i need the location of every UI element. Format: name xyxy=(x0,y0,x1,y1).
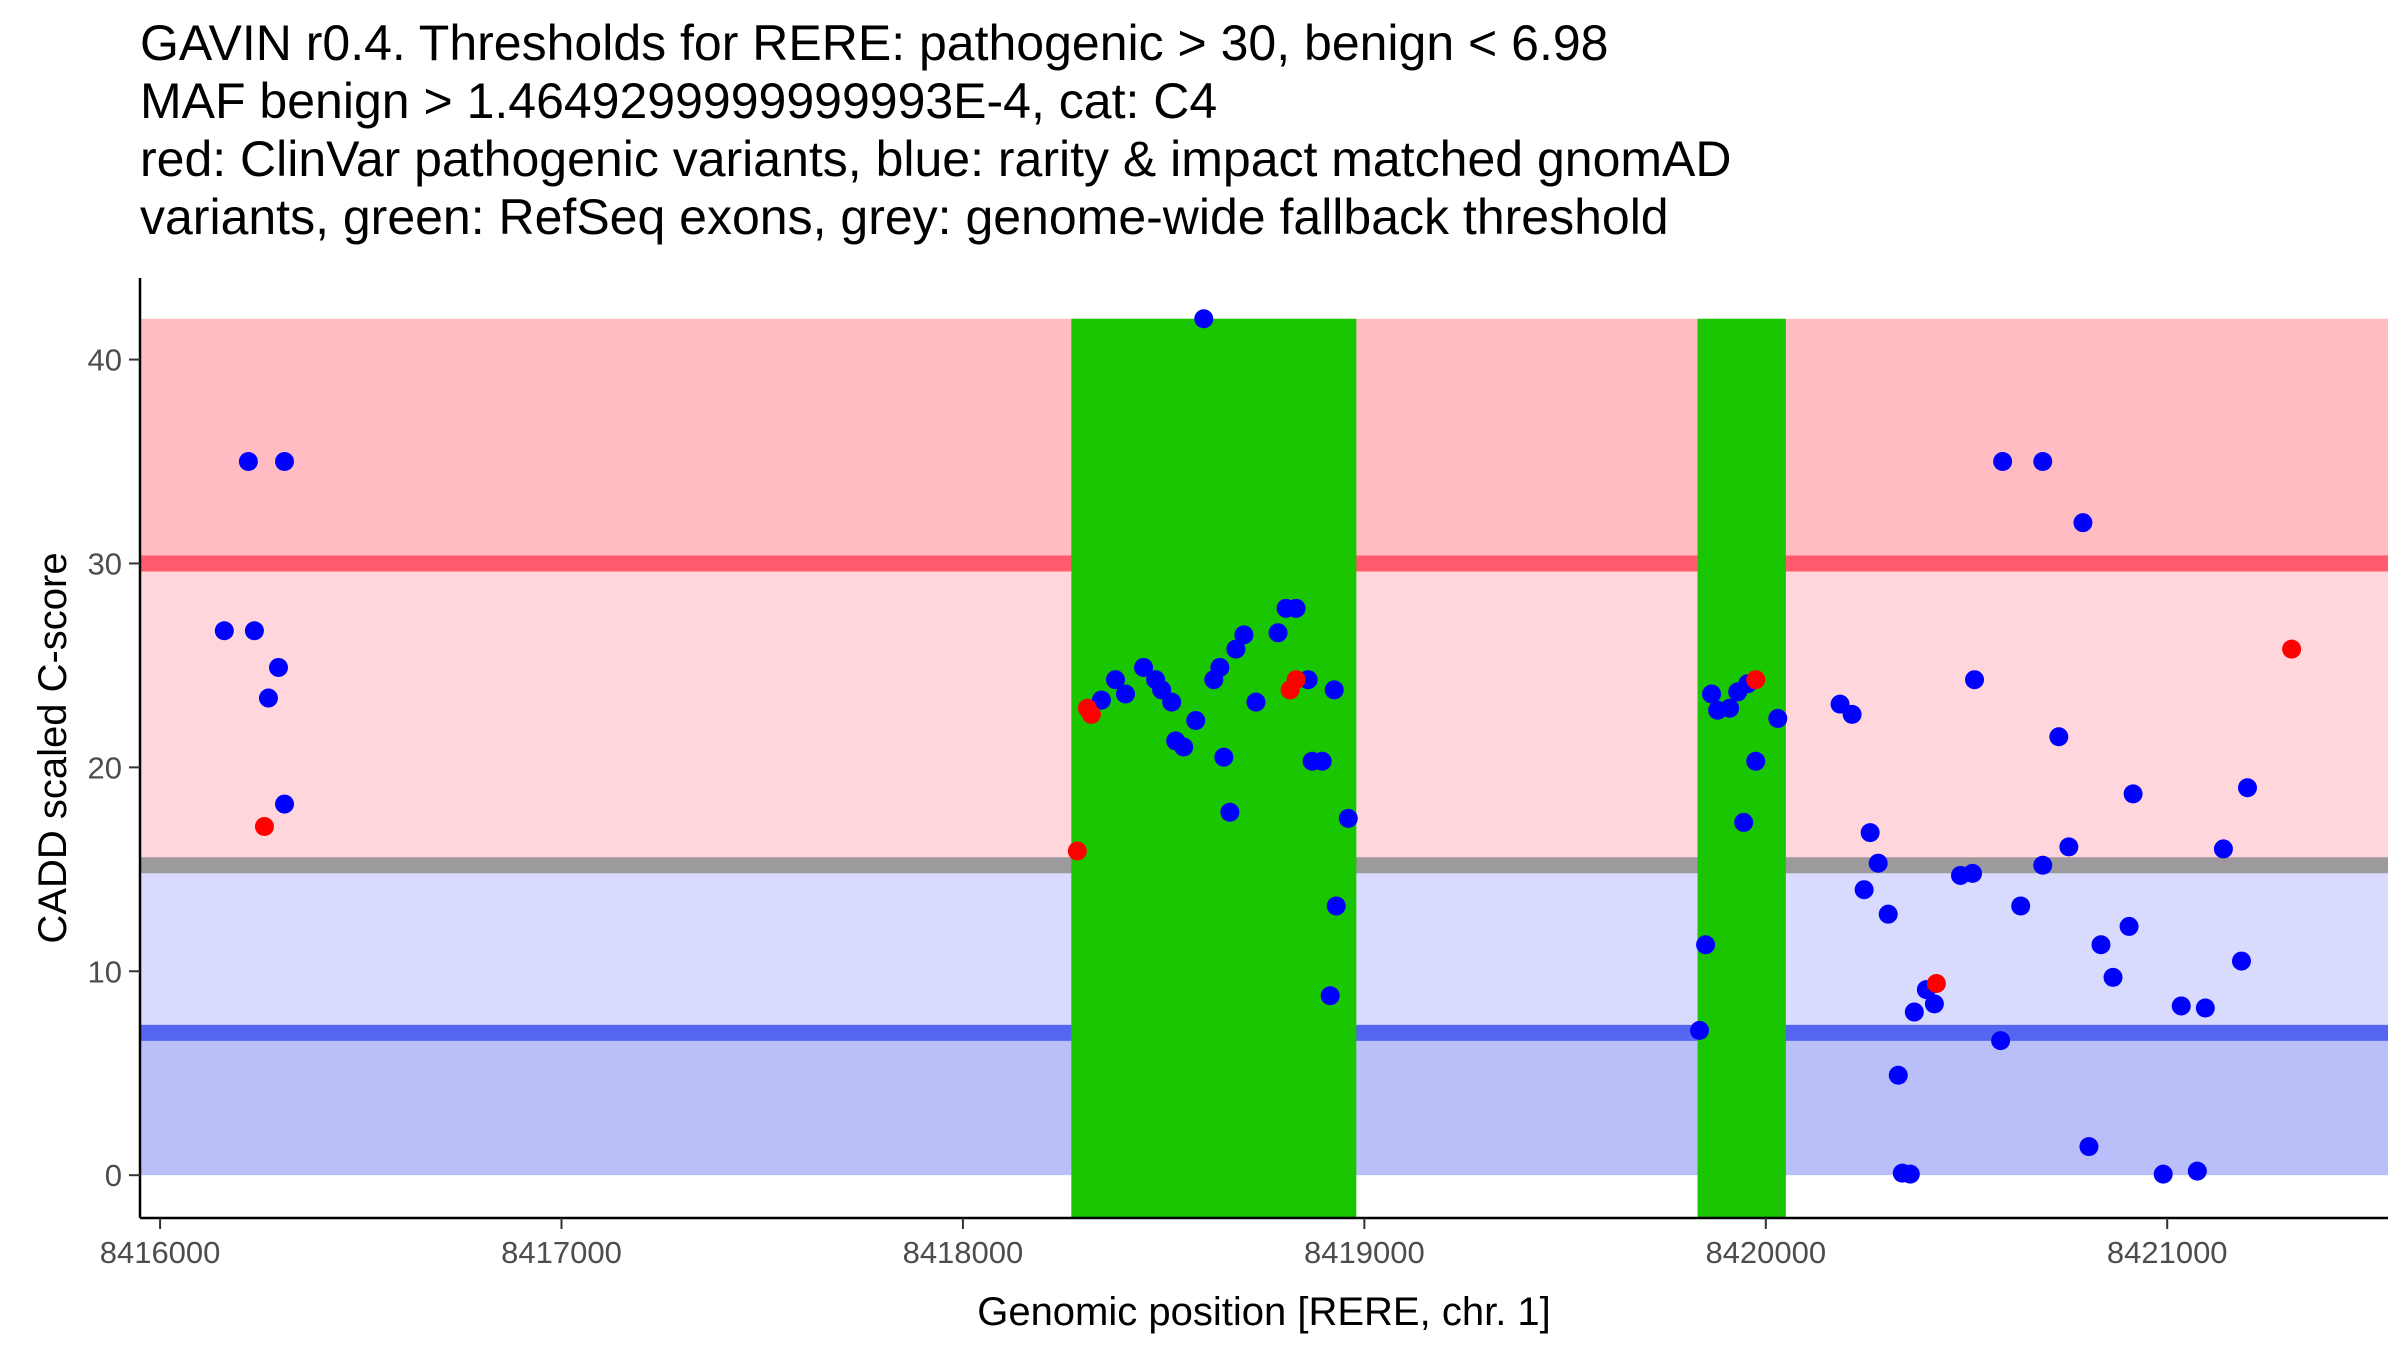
gnomad-point xyxy=(275,794,295,814)
gnomad-point xyxy=(1194,309,1214,329)
gnomad-point xyxy=(1268,623,1288,643)
gnomad-point xyxy=(2153,1164,2173,1184)
gnomad-point xyxy=(1746,751,1766,771)
gnomad-point xyxy=(2238,778,2257,798)
gnomad-point xyxy=(1924,994,1944,1014)
gnomad-point xyxy=(1854,880,1874,900)
gnomad-point xyxy=(1162,692,1182,712)
x-tick-label: 8420000 xyxy=(1705,1235,1826,1270)
gnomad-point xyxy=(268,657,288,677)
gnomad-point xyxy=(275,452,295,472)
gnomad-point xyxy=(1690,1020,1710,1040)
clinvar-point xyxy=(254,817,274,837)
y-tick-label: 20 xyxy=(88,750,122,785)
gnomad-point xyxy=(214,621,234,641)
y-tick-label: 10 xyxy=(88,954,122,989)
gnomad-point xyxy=(1326,896,1346,916)
gnomad-point xyxy=(1214,747,1234,767)
y-axis-title: CADD scaled C-score xyxy=(31,552,75,943)
gnomad-point xyxy=(2171,996,2191,1016)
gnomad-point xyxy=(1246,692,1266,712)
y-tick-label: 30 xyxy=(88,546,122,581)
gnomad-point xyxy=(1234,625,1254,645)
gnomad-point xyxy=(2187,1161,2207,1181)
gnomad-point xyxy=(2033,855,2053,875)
gnomad-point xyxy=(1991,1031,2011,1051)
gnomad-point xyxy=(2119,916,2139,936)
gnomad-point xyxy=(1842,704,1862,724)
gnomad-point xyxy=(2123,784,2143,804)
x-tick-label: 8417000 xyxy=(501,1235,622,1270)
gnomad-point xyxy=(2091,935,2111,955)
y-tick-label: 40 xyxy=(88,343,122,378)
gnomad-point xyxy=(1904,1002,1924,1022)
gnomad-point xyxy=(238,452,258,472)
gnomad-point xyxy=(1993,452,2013,472)
clinvar-point xyxy=(1067,841,1087,861)
gnomad-point xyxy=(1696,935,1716,955)
gnomad-point xyxy=(1312,751,1332,771)
title-line-4: variants, green: RefSeq exons, grey: gen… xyxy=(140,189,1669,245)
gnomad-point xyxy=(1878,904,1898,924)
clinvar-point xyxy=(1081,704,1101,724)
gnomad-point xyxy=(1286,598,1306,618)
gnomad-point xyxy=(1860,823,1880,843)
title-line-2: MAF benign > 1.4649299999999993E-4, cat:… xyxy=(140,73,1218,129)
gnomad-point xyxy=(258,688,278,708)
gnomad-point xyxy=(1210,657,1230,677)
gnomad-point xyxy=(2011,896,2031,916)
gnomad-point xyxy=(2059,837,2079,857)
gnomad-point xyxy=(2213,839,2233,859)
gnomad-point xyxy=(1105,670,1125,690)
gnomad-point xyxy=(1220,802,1240,822)
title-line-3: red: ClinVar pathogenic variants, blue: … xyxy=(140,131,1732,187)
x-tick-label: 8416000 xyxy=(100,1235,221,1270)
x-axis-title: Genomic position [RERE, chr. 1] xyxy=(977,1290,1551,1334)
x-tick-label: 8421000 xyxy=(2107,1235,2228,1270)
gnomad-point xyxy=(1226,639,1246,659)
gnomad-point xyxy=(2231,951,2251,971)
gnomad-point xyxy=(1900,1164,1920,1184)
gnomad-point xyxy=(1174,737,1194,757)
gnomad-point xyxy=(1768,708,1788,728)
data-points xyxy=(214,309,2302,1184)
gnomad-point xyxy=(2103,967,2123,987)
gnomad-point xyxy=(2073,513,2093,533)
gnomad-point xyxy=(244,621,264,641)
title-line-1: GAVIN r0.4. Thresholds for RERE: pathoge… xyxy=(140,15,1609,71)
axes: 8416000 8417000 8418000 8419000 8420000 84210… xyxy=(88,278,2388,1270)
gnomad-point xyxy=(1720,698,1740,718)
clinvar-point xyxy=(1286,670,1306,690)
x-tick-label: 8419000 xyxy=(1304,1235,1425,1270)
gnomad-point xyxy=(1338,808,1358,828)
gnomad-point xyxy=(1116,684,1136,704)
gnomad-point xyxy=(1320,986,1340,1006)
gnomad-point xyxy=(2049,727,2069,747)
y-tick-label: 0 xyxy=(105,1158,122,1193)
gnomad-point xyxy=(1186,710,1206,730)
exon-2 xyxy=(1697,318,1786,1219)
clinvar-point xyxy=(1926,974,1946,994)
x-tick-label: 8418000 xyxy=(903,1235,1024,1270)
gnomad-point xyxy=(2195,998,2215,1018)
gnomad-point xyxy=(1868,853,1888,873)
chart-title: GAVIN r0.4. Thresholds for RERE: pathoge… xyxy=(140,14,2360,246)
gnomad-point xyxy=(1734,812,1754,832)
gnomad-point xyxy=(1324,680,1344,700)
clinvar-point xyxy=(1746,670,1766,690)
gnomad-point xyxy=(1702,684,1722,704)
gnomad-point xyxy=(1888,1065,1908,1085)
gnomad-point xyxy=(2033,452,2053,472)
gnomad-point xyxy=(1134,657,1154,677)
clinvar-point xyxy=(2282,639,2302,659)
gnomad-point xyxy=(2079,1137,2099,1157)
gnomad-point xyxy=(1963,863,1983,883)
gnomad-point xyxy=(1091,690,1111,710)
gnomad-point xyxy=(1965,670,1985,690)
